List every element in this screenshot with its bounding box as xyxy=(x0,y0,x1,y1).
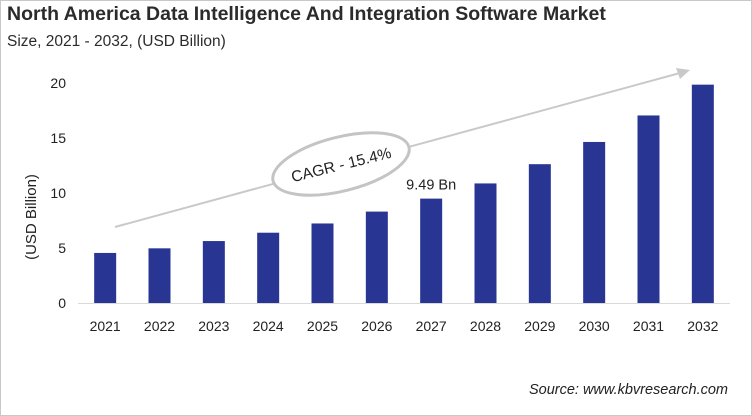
bar-2030 xyxy=(583,141,606,303)
x-tick-label: 2021 xyxy=(90,318,121,334)
x-tick-label: 2030 xyxy=(579,318,610,334)
bar-2022 xyxy=(148,248,171,303)
x-tick-label: 2025 xyxy=(307,318,338,334)
y-axis-label: (USD Billion) xyxy=(23,174,40,260)
x-tick-label: 2027 xyxy=(416,318,447,334)
x-tick-label: 2028 xyxy=(470,318,501,334)
x-tick-label: 2031 xyxy=(633,318,664,334)
cagr-ellipse xyxy=(271,131,411,197)
bar-2028 xyxy=(474,183,497,303)
bar-2025 xyxy=(311,223,334,303)
y-tick-label: 20 xyxy=(50,75,66,91)
x-tick-label: 2032 xyxy=(687,318,718,334)
bar-2029 xyxy=(528,164,551,303)
x-tick-label: 2026 xyxy=(361,318,392,334)
data-label-2027: 9.49 Bn xyxy=(406,178,456,194)
source-note: Source: www.kbvresearch.com xyxy=(528,382,728,398)
chart-subtitle: Size, 2021 - 2032, (USD Billion) xyxy=(7,33,226,50)
y-tick-label: 0 xyxy=(58,295,66,311)
x-tick-label: 2024 xyxy=(253,318,284,334)
bar-2021 xyxy=(94,252,117,303)
bar-2032 xyxy=(691,84,714,304)
x-tick-label: 2023 xyxy=(198,318,229,334)
bar-2027 xyxy=(420,198,443,303)
chart-title: North America Data Intelligence And Inte… xyxy=(7,3,606,25)
x-tick-label: 2022 xyxy=(144,318,175,334)
trend-arrow-head xyxy=(676,68,690,79)
bar-2026 xyxy=(365,211,388,303)
y-tick-label: 5 xyxy=(58,240,66,256)
bar-2031 xyxy=(637,115,660,303)
x-tick-label: 2029 xyxy=(524,318,555,334)
bar-2023 xyxy=(202,241,225,303)
y-tick-label: 10 xyxy=(50,185,66,201)
bar-2024 xyxy=(257,232,280,303)
y-tick-label: 15 xyxy=(50,130,66,146)
